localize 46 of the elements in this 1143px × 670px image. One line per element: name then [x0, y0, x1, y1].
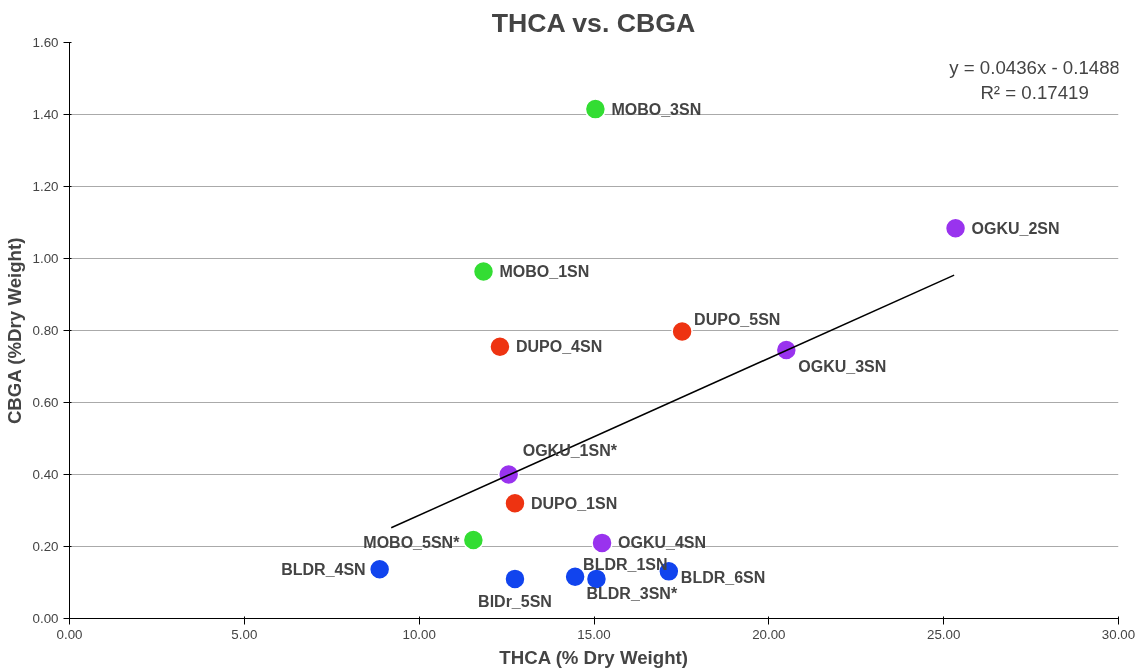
y-tick-label: 1.20 — [32, 179, 59, 194]
point — [368, 558, 391, 580]
y-tick-label: 0.60 — [32, 395, 59, 410]
annotation: MOBO_5SN* — [363, 533, 461, 551]
annotation: MOBO_1SN — [499, 262, 590, 280]
x-tick-label: 10.00 — [402, 626, 436, 642]
point — [944, 217, 967, 239]
x-tick-label: 0.00 — [56, 626, 83, 642]
annotation: BLDR_6SN — [680, 568, 766, 586]
annotation: DUPO_1SN — [530, 494, 618, 512]
x-tick-label: 25.00 — [926, 626, 961, 642]
point — [504, 568, 526, 590]
y-tick-label: 1.00 — [32, 251, 59, 266]
point — [671, 320, 693, 343]
point — [472, 260, 495, 283]
annotation: BlDr_5SN — [478, 592, 552, 610]
x-tick-label: 20.00 — [752, 626, 786, 642]
y-tick-label: 1.60 — [32, 35, 59, 50]
y-tick-label: 0.40 — [32, 467, 59, 482]
point — [775, 339, 798, 361]
y-tick-label: 0.00 — [32, 611, 59, 626]
point — [591, 532, 613, 554]
annotation: OGKU_4SN — [618, 534, 707, 552]
x-tick-label: 30.00 — [1101, 626, 1136, 642]
point — [462, 529, 485, 551]
y-tick-label: 1.40 — [32, 107, 59, 122]
annotation: BLDR_1SN — [583, 555, 668, 573]
point — [489, 335, 511, 358]
point — [584, 98, 607, 120]
annotation: BLDR_4SN — [281, 560, 366, 578]
chart-title: THCA vs. CBGA — [491, 7, 696, 38]
point — [504, 492, 526, 515]
annotation: BLDR_3SN* — [586, 584, 678, 602]
y-axis-title: CBGA (%Dry Weight) — [3, 237, 25, 425]
annotation: OGKU_3SN — [798, 357, 887, 375]
annotation: MOBO_3SN — [611, 100, 702, 118]
y-tick-label: 0.20 — [32, 539, 59, 554]
y-tick-label: 0.80 — [32, 323, 59, 338]
annotation: OGKU_2SN — [971, 219, 1060, 237]
annotation: DUPO_5SN — [694, 310, 781, 328]
annotation: y = 0.0436x - 0.1488 R² = 0.17419 — [949, 56, 1120, 104]
x-tick-label: 15.00 — [577, 626, 611, 642]
x-axis-title: THCA (% Dry Weight) — [499, 646, 688, 668]
point — [564, 566, 586, 588]
x-tick-label: 5.00 — [231, 626, 258, 642]
annotation: DUPO_4SN — [515, 338, 603, 356]
